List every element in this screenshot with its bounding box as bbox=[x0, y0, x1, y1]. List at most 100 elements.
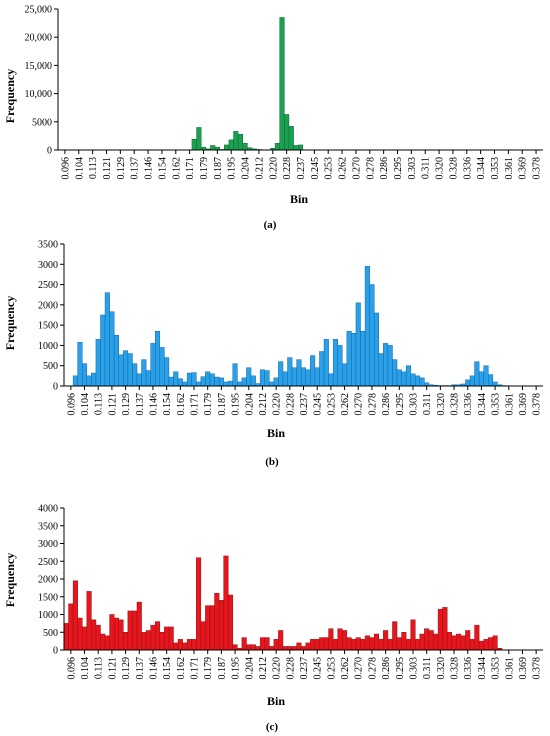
x-tick-label: 0.278 bbox=[367, 657, 378, 680]
bar bbox=[332, 339, 338, 387]
x-tick-label: 0.303 bbox=[408, 657, 419, 680]
bar bbox=[337, 628, 343, 651]
x-tick-label: 0.137 bbox=[135, 393, 146, 416]
bar bbox=[136, 601, 142, 651]
bar bbox=[488, 637, 494, 651]
bar bbox=[314, 639, 320, 651]
x-tick-label: 0.378 bbox=[532, 157, 543, 180]
bar bbox=[127, 353, 133, 387]
y-tick-label: 1500 bbox=[38, 592, 58, 603]
bar bbox=[465, 379, 471, 387]
bar bbox=[127, 610, 133, 651]
bar bbox=[364, 266, 370, 387]
bar bbox=[273, 377, 279, 387]
y-tick-label: 1000 bbox=[38, 610, 58, 621]
bar bbox=[118, 619, 124, 651]
x-tick-label: 0.353 bbox=[490, 157, 501, 180]
bar bbox=[154, 621, 161, 651]
bar bbox=[355, 637, 361, 651]
x-tick-label: 0.353 bbox=[491, 657, 502, 680]
bar bbox=[150, 624, 156, 651]
bar bbox=[274, 142, 280, 151]
panel-b: Frequency Bin (b) bbox=[3, 296, 285, 468]
bar bbox=[173, 642, 179, 651]
x-tick-label: 0.121 bbox=[107, 657, 118, 680]
x-tick-label: 0.278 bbox=[365, 157, 376, 180]
bar bbox=[259, 637, 265, 651]
bar bbox=[337, 345, 343, 387]
bar bbox=[387, 345, 393, 387]
bar bbox=[214, 376, 220, 387]
bar bbox=[269, 381, 275, 387]
bar bbox=[323, 637, 329, 651]
bar bbox=[250, 644, 256, 651]
bar bbox=[246, 367, 252, 387]
bar bbox=[145, 630, 151, 651]
bar bbox=[91, 619, 97, 651]
bar bbox=[378, 353, 384, 387]
x-tick-label: 0.245 bbox=[310, 157, 321, 180]
y-tick-label: 0 bbox=[53, 382, 58, 393]
bar bbox=[95, 339, 101, 387]
bar bbox=[433, 633, 439, 651]
bar bbox=[232, 644, 238, 651]
x-tick-label: 0.171 bbox=[185, 157, 196, 180]
bar bbox=[296, 642, 302, 651]
panel-b-xlabel: Bin bbox=[267, 426, 285, 440]
bar bbox=[63, 623, 69, 651]
bar bbox=[241, 637, 247, 651]
bar bbox=[250, 375, 256, 387]
bar bbox=[123, 632, 129, 651]
bar bbox=[164, 357, 170, 387]
x-tick-label: 0.129 bbox=[121, 657, 132, 680]
bar bbox=[287, 357, 293, 387]
bar bbox=[287, 646, 293, 651]
bar bbox=[209, 373, 215, 387]
x-tick-label: 0.336 bbox=[462, 157, 473, 180]
bar bbox=[77, 617, 83, 651]
bar bbox=[141, 359, 147, 387]
x-tick-label: 0.162 bbox=[176, 657, 187, 680]
bar bbox=[446, 632, 453, 651]
bar bbox=[100, 314, 106, 387]
bar bbox=[159, 632, 165, 651]
panel-b-ylabel: Frequency bbox=[3, 296, 17, 350]
x-tick-label: 0.270 bbox=[354, 393, 365, 416]
bar bbox=[141, 632, 147, 651]
bar bbox=[279, 17, 285, 151]
bar bbox=[168, 626, 174, 651]
y-tick-label: 3000 bbox=[38, 260, 58, 271]
x-tick-label: 0.286 bbox=[381, 393, 392, 416]
y-tick-label: 500 bbox=[43, 628, 58, 639]
x-tick-label: 0.295 bbox=[393, 157, 404, 180]
bar bbox=[360, 639, 366, 651]
bar bbox=[410, 373, 416, 387]
x-tick-label: 0.369 bbox=[518, 157, 529, 180]
bar bbox=[319, 351, 325, 387]
x-tick-label: 0.096 bbox=[60, 157, 71, 180]
bar bbox=[223, 381, 229, 387]
bar bbox=[405, 365, 411, 387]
bar bbox=[205, 605, 211, 651]
bar bbox=[150, 343, 156, 387]
bar bbox=[118, 354, 124, 387]
bar bbox=[191, 139, 197, 151]
y-tick-label: 1000 bbox=[38, 341, 58, 352]
x-tick-label: 0.311 bbox=[422, 657, 433, 679]
x-tick-label: 0.146 bbox=[148, 393, 159, 416]
panel-a: Frequency Bin (a) bbox=[3, 69, 308, 231]
bar bbox=[255, 646, 261, 651]
bar bbox=[288, 126, 294, 151]
bar bbox=[460, 635, 466, 651]
bar bbox=[419, 633, 425, 651]
bar bbox=[342, 363, 348, 387]
y-tick-label: 2000 bbox=[38, 575, 58, 586]
x-tick-label: 0.270 bbox=[354, 657, 365, 680]
panel-c-xlabel: Bin bbox=[267, 694, 285, 708]
bar bbox=[233, 131, 239, 151]
bar bbox=[214, 592, 220, 651]
x-tick-label: 0.179 bbox=[203, 657, 214, 680]
bar bbox=[113, 335, 119, 387]
x-tick-label: 0.369 bbox=[518, 657, 529, 680]
bar bbox=[82, 626, 88, 651]
